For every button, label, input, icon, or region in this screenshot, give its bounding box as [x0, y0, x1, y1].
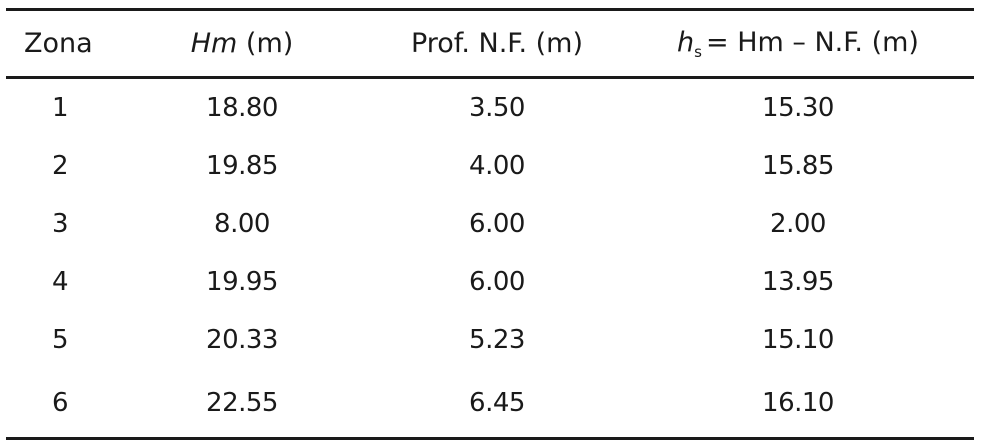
table-body: 1 18.80 3.50 15.30 2 19.85 4.00 15.85 3 … — [6, 78, 974, 440]
header-hm-unit: (m) — [245, 28, 294, 59]
cell-zona: 3 — [52, 209, 69, 239]
cell-hs: 15.10 — [762, 325, 834, 355]
cell-zona: 4 — [52, 267, 69, 297]
table-row: 1 18.80 3.50 15.30 — [6, 78, 974, 138]
cell-prof: 6.45 — [372, 369, 622, 440]
data-table-container: Zona Hm (m) Prof. N.F. (m) hs = Hm – N.F.… — [6, 8, 974, 440]
cell-hs: 15.30 — [762, 93, 834, 123]
table-row: 4 19.95 6.00 13.95 — [6, 253, 974, 311]
cell-hm: 8.00 — [214, 209, 270, 239]
header-hs: hs = Hm – N.F. (m) — [622, 8, 974, 79]
cell-hm: 22.55 — [112, 369, 372, 440]
cell-hm: 20.33 — [206, 325, 278, 355]
cell-hs: 16.10 — [622, 369, 974, 440]
cell-zona: 5 — [52, 325, 69, 355]
cell-prof: 3.50 — [469, 93, 525, 123]
table-row: 6 22.55 6.45 16.10 — [6, 369, 974, 440]
cell-hm: 18.80 — [206, 93, 278, 123]
cell-zona: 1 — [52, 93, 69, 123]
header-row: Zona Hm (m) Prof. N.F. (m) hs = Hm – N.F.… — [6, 8, 974, 79]
header-hm-variable: Hm — [190, 28, 238, 59]
cell-prof: 6.00 — [469, 209, 525, 239]
header-zona: Zona — [6, 8, 112, 79]
cell-prof: 6.00 — [469, 267, 525, 297]
header-hs-formula: = Hm – N.F. (m) — [705, 26, 919, 58]
cell-hs: 15.85 — [762, 151, 834, 181]
cell-zona: 2 — [52, 151, 69, 181]
header-hs-variable: h — [677, 26, 695, 58]
cell-prof: 4.00 — [469, 151, 525, 181]
cell-hm: 19.85 — [206, 151, 278, 181]
zone-table: Zona Hm (m) Prof. N.F. (m) hs = Hm – N.F.… — [6, 8, 974, 440]
table-row: 5 20.33 5.23 15.10 — [6, 311, 974, 369]
cell-hs: 2.00 — [770, 209, 826, 239]
table-header: Zona Hm (m) Prof. N.F. (m) hs = Hm – N.F.… — [6, 8, 974, 79]
header-hs-subscript: s — [694, 42, 702, 61]
cell-prof: 5.23 — [469, 325, 525, 355]
cell-hs: 13.95 — [762, 267, 834, 297]
header-hm: Hm (m) — [112, 8, 372, 79]
table-row: 3 8.00 6.00 2.00 — [6, 195, 974, 253]
header-prof: Prof. N.F. (m) — [372, 8, 622, 79]
cell-hm: 19.95 — [206, 267, 278, 297]
cell-zona: 6 — [6, 369, 112, 440]
table-row: 2 19.85 4.00 15.85 — [6, 137, 974, 195]
